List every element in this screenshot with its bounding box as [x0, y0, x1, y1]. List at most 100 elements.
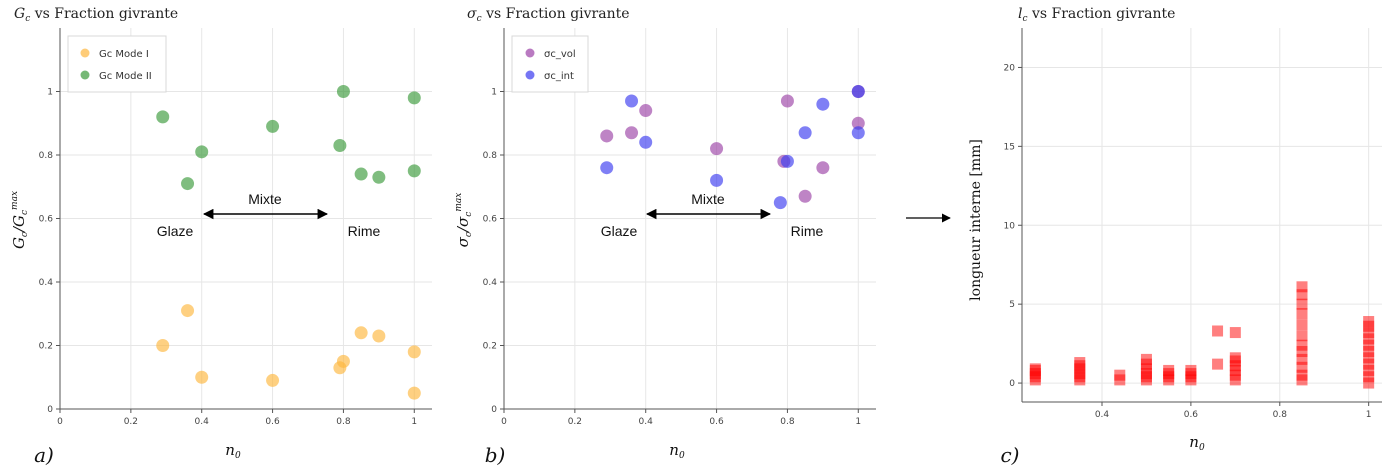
- legend-marker-sigma-vol: [525, 48, 535, 58]
- chart-c-title: lc vs Fraction givrante: [1018, 6, 1175, 24]
- chart-c-point: [1296, 361, 1308, 373]
- chart-a-point-series-1: [354, 326, 368, 340]
- y-tick-label: 1: [47, 88, 53, 98]
- y-tick-label: 10: [1004, 221, 1016, 231]
- chart-c-point: [1296, 289, 1308, 301]
- y-tick-label: 1: [491, 88, 497, 98]
- chart-a-ylabel: Gc/Gcmax: [10, 191, 30, 249]
- chart-a-xlabel: n0: [225, 441, 241, 461]
- annotation-mixte: Mixte: [248, 191, 282, 207]
- x-tick-label: 0: [501, 417, 507, 427]
- chart-b-point-series-1: [625, 126, 639, 140]
- chart-a-point-series-2: [372, 170, 386, 184]
- legend-box: [67, 35, 167, 93]
- y-tick-label: 0.2: [483, 342, 497, 352]
- chart-a-point-series-1: [372, 329, 386, 343]
- panel-label-a: a): [34, 443, 54, 467]
- chart-b-axes: 0 0.2 0.4 0.6 0.8 1 0 0.2 0.4 0.6 0.8 1: [483, 28, 876, 427]
- chart-a-legend: Gc Mode I Gc Mode II: [67, 35, 167, 93]
- chart-a-point-series-2: [407, 91, 421, 105]
- chart-b-title: σc vs Fraction givrante: [467, 6, 630, 24]
- y-tick-label: 0: [491, 405, 497, 415]
- y-tick-label: 0.2: [39, 342, 53, 352]
- y-tick-label: 20: [1004, 63, 1016, 73]
- x-tick-label: 1: [411, 417, 417, 427]
- chart-a-point-series-2: [407, 164, 421, 178]
- chart-b-point-series-1: [798, 189, 812, 203]
- chart-a-point-series-1: [266, 373, 280, 387]
- chart-c-point: [1296, 339, 1308, 351]
- chart-b-point-series-2: [851, 85, 865, 98]
- chart-c-point: [1296, 330, 1308, 342]
- legend-label-sigma-vol: σc_vol: [544, 49, 576, 60]
- x-tick-label: 1: [1366, 410, 1372, 420]
- x-tick-label: 0.2: [568, 417, 582, 427]
- chart-b-ylabel: σc/σcmax: [454, 193, 474, 248]
- annotation-mixte: Mixte: [691, 191, 725, 207]
- chart-a-point-series-1: [336, 354, 350, 368]
- chart-c-point: [1296, 353, 1308, 365]
- chart-c-grid: [1022, 28, 1382, 402]
- chart-c-point: [1114, 369, 1126, 381]
- chart-c-point: [1296, 369, 1308, 381]
- chart-c-point: [1296, 281, 1308, 293]
- chart-b-point-series-1: [780, 94, 794, 108]
- chart-a-point-series-2: [336, 85, 350, 98]
- chart-c-point: [1363, 377, 1375, 389]
- chart-c-point: [1212, 358, 1224, 370]
- y-tick-label: 0: [47, 405, 53, 415]
- chart-a-point-series-1: [195, 370, 209, 384]
- chart-a-point-series-1: [407, 386, 421, 400]
- chart-a-point-series-2: [266, 119, 280, 133]
- chart-a-point-series-1: [407, 345, 421, 359]
- chart-b-point-series-2: [600, 161, 614, 175]
- chart-c-point: [1212, 325, 1224, 337]
- chart-b-point-series-2: [851, 126, 865, 140]
- y-tick-label: 0: [1009, 379, 1015, 389]
- chart-c-xlabel: n0: [1189, 433, 1205, 453]
- legend-marker-sigma-int: [525, 70, 535, 80]
- y-tick-label: 0.6: [39, 215, 54, 225]
- x-tick-label: 0.4: [195, 417, 210, 427]
- chart-b-point-series-2: [798, 126, 812, 140]
- chart-panel-b: σc vs Fraction givrante 0 0.2 0.4 0.6 0.8 100…: [454, 6, 876, 467]
- panel-label-c: c): [1000, 443, 1019, 467]
- chart-c-point: [1363, 339, 1375, 351]
- chart-b-points: [600, 85, 865, 210]
- chart-a-annotation: Mixte Glaze Rime: [157, 191, 381, 239]
- chart-panel-c: lc vs Fraction givrante 0.4 0.6 0.8 1051015…: [968, 6, 1382, 467]
- x-tick-label: 0.6: [709, 417, 724, 427]
- annotation-glaze: Glaze: [601, 223, 638, 239]
- chart-b-point-series-1: [816, 161, 830, 175]
- annotation-glaze: Glaze: [157, 223, 194, 239]
- y-tick-label: 0.4: [39, 278, 54, 288]
- chart-b-annotation: Mixte Glaze Rime: [601, 191, 824, 239]
- legend-marker-mode-i: [80, 48, 90, 58]
- chart-c-point: [1363, 358, 1375, 370]
- chart-b-point-series-2: [816, 97, 830, 111]
- chart-c-point: [1163, 364, 1175, 376]
- chart-c-point: [1229, 352, 1241, 364]
- legend-marker-mode-ii: [80, 70, 90, 80]
- legend-label-mode-ii: Gc Mode II: [99, 71, 152, 82]
- chart-c-point: [1296, 346, 1308, 358]
- x-tick-label: 0.8: [780, 417, 795, 427]
- x-tick-label: 0.4: [1095, 410, 1110, 420]
- chart-c-point: [1185, 364, 1197, 376]
- y-tick-label: 0.6: [483, 215, 498, 225]
- x-tick-label: 0.8: [1273, 410, 1288, 420]
- x-tick-label: 0.6: [1184, 410, 1199, 420]
- chart-c-points: [1029, 281, 1375, 389]
- x-tick-label: 0.8: [336, 417, 351, 427]
- chart-a-point-series-2: [156, 110, 170, 124]
- chart-panel-a: Gc vs Fraction givrante 0 0.2 0.4 0.6 0.8 100…: [10, 6, 432, 467]
- chart-b-point-series-2: [639, 135, 653, 149]
- chart-b-point-series-2: [773, 196, 787, 210]
- chart-b-legend: σc_vol σc_int: [511, 35, 589, 93]
- chart-c-point: [1140, 353, 1152, 365]
- chart-c-point: [1074, 357, 1086, 369]
- chart-b-point-series-1: [600, 129, 614, 143]
- chart-c-point: [1363, 327, 1375, 339]
